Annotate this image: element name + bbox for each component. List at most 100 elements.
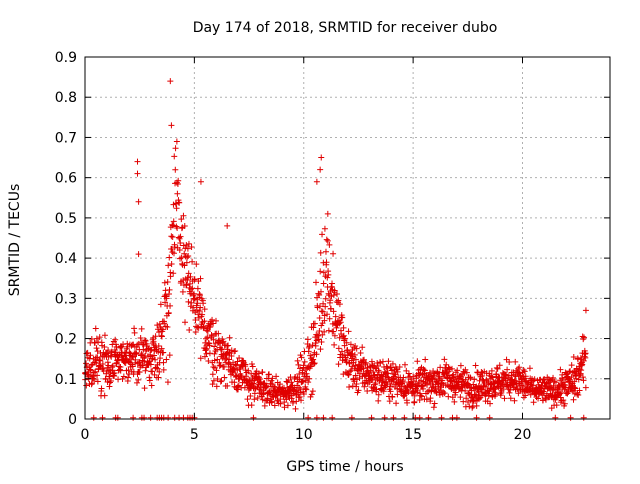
data-point [146,374,153,381]
data-point [190,296,197,303]
data-point [567,414,574,421]
data-point [476,392,483,399]
data-point [277,381,284,388]
data-point [187,280,193,287]
data-point [576,363,583,370]
data-point [508,376,515,383]
data-point [138,325,145,332]
data-point [263,383,270,390]
data-point [330,308,337,315]
data-point [108,348,115,355]
data-point [322,248,329,255]
data-point [91,376,98,383]
data-point [125,374,132,381]
data-point [346,383,353,390]
data-point [311,320,318,327]
data-point [394,391,401,398]
data-point [511,397,518,404]
data-point [330,250,337,257]
data-point [351,351,358,358]
data-point [245,367,252,374]
data-point [247,393,254,400]
data-point [152,333,159,340]
data-point [367,367,374,374]
data-point [453,414,460,421]
data-point [526,365,533,372]
y-tick-label: 0 [68,412,77,428]
data-point [83,360,90,367]
y-tick-label: 0.9 [55,50,77,66]
data-point [105,347,112,354]
data-point [309,388,316,395]
data-point [171,244,178,251]
data-point [201,306,208,313]
y-tick-label: 0.7 [55,130,77,146]
x-axis-ticks: 0 5 10 15 20 [81,57,531,443]
data-point [520,367,527,374]
data-point [521,377,528,384]
data-point [236,355,243,362]
data-point [371,381,378,388]
data-point [447,378,454,385]
data-point [113,343,120,350]
data-point [177,255,184,262]
data-point [293,398,300,405]
data-point [135,376,142,383]
data-point [306,375,313,382]
data-point [441,356,448,363]
data-point [316,291,323,298]
data-point [416,396,423,403]
data-point [159,326,166,333]
data-point [575,376,582,383]
data-point [281,404,288,411]
data-point [244,396,251,403]
data-point [168,233,175,240]
data-point [184,274,191,281]
data-point [360,365,367,372]
x-axis-label: GPS time / hours [286,459,403,475]
data-point [216,362,223,369]
data-point [156,368,163,375]
data-point [324,274,331,281]
data-point [575,392,582,399]
data-point [305,379,312,386]
data-point [384,365,391,372]
data-point [306,343,313,350]
data-point [232,348,239,355]
data-point [451,398,458,405]
data-point [338,348,345,355]
data-point [170,270,177,277]
data-point [394,368,401,375]
data-point [512,358,519,365]
data-point [177,240,184,247]
data-point [429,384,436,391]
data-point [326,241,333,248]
data-point [352,356,359,363]
data-point [111,373,118,380]
data-point [361,356,368,363]
data-point [157,355,164,362]
data-point [186,327,193,334]
data-point [467,375,474,382]
data-point [463,369,470,376]
data-point [299,378,306,385]
data-point [305,344,312,351]
data-point [183,282,190,289]
data-point [422,356,429,363]
data-point [496,362,503,369]
data-point [557,366,564,373]
data-point [210,377,217,384]
data-point [209,371,216,378]
data-point [106,379,113,386]
data-point [438,414,445,421]
data-point [576,387,583,394]
data-point [269,375,276,382]
data-point [261,402,268,409]
data-point [136,369,143,376]
data-point [87,352,94,359]
data-point [487,400,494,407]
data-point [423,396,430,403]
data-point [230,365,237,372]
data-point [368,414,375,421]
data-point [174,190,181,197]
